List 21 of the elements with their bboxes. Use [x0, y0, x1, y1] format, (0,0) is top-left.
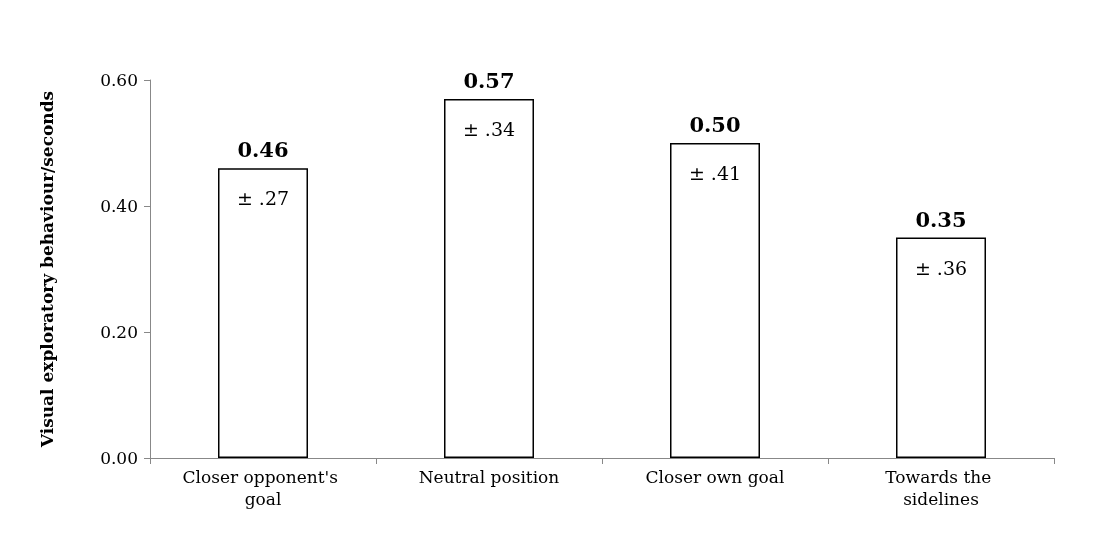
bar	[670, 143, 760, 458]
y-axis-title: Visual exploratory behaviour/seconds	[36, 90, 57, 449]
annotation: ± .36	[914, 256, 968, 279]
y-tick-label: 0.00	[100, 448, 138, 468]
x-tick-label: Neutral position	[418, 467, 560, 487]
x-tick-label: Closer opponent's goal	[182, 467, 344, 509]
x-tick-label: Towards the sidelines	[885, 467, 997, 509]
y-tick-label: 0.20	[100, 322, 138, 342]
annotation: ± .27	[236, 187, 290, 210]
x-tick-label: Closer own goal	[645, 467, 785, 487]
data-label: 0.50	[689, 112, 741, 137]
data-label: 0.35	[915, 206, 967, 232]
y-tick-label: 0.40	[100, 196, 138, 216]
y-tick-label: 0.60	[100, 70, 138, 90]
bar	[218, 168, 308, 458]
annotation: ± .34	[462, 117, 516, 140]
annotation: ± .41	[688, 162, 742, 184]
bar	[444, 98, 534, 458]
data-label: 0.57	[463, 67, 515, 93]
data-label: 0.46	[237, 137, 289, 163]
bar	[896, 237, 986, 458]
